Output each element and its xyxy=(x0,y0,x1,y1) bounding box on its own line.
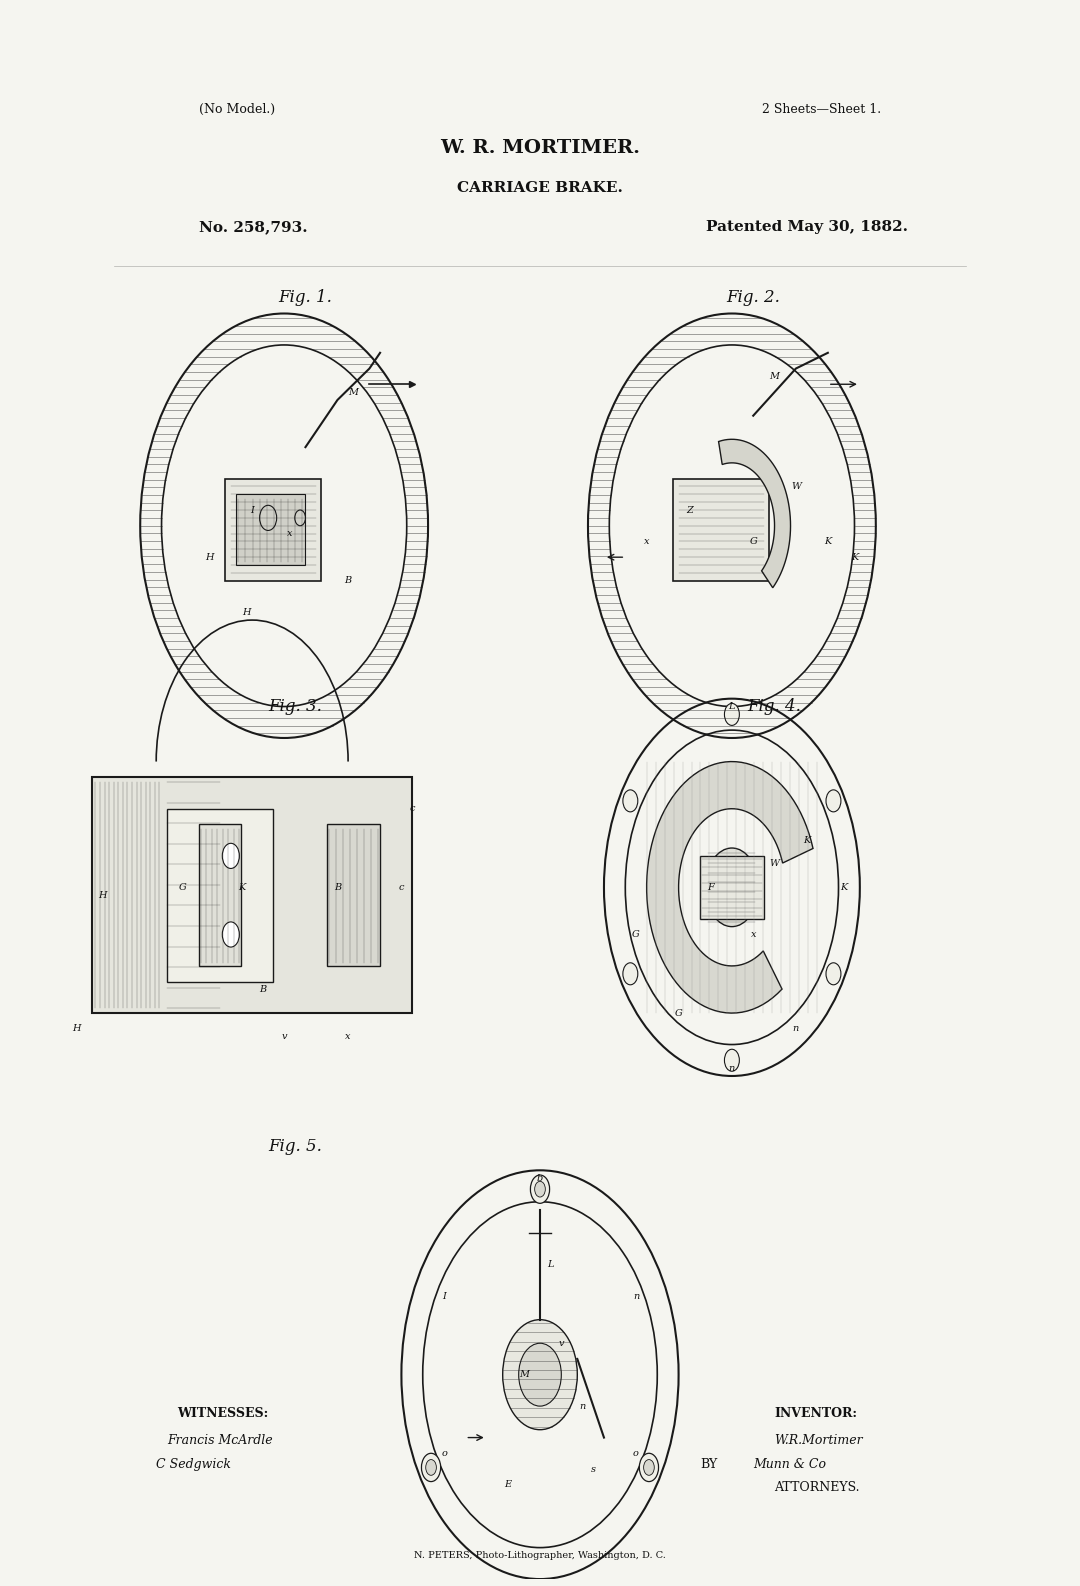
Text: C Sedgwick: C Sedgwick xyxy=(157,1458,231,1470)
Circle shape xyxy=(725,1050,740,1071)
Text: B: B xyxy=(345,576,352,585)
Circle shape xyxy=(222,921,240,947)
Text: Fig. 5.: Fig. 5. xyxy=(268,1139,322,1155)
Text: x: x xyxy=(346,1032,351,1040)
Circle shape xyxy=(826,790,841,812)
Text: G: G xyxy=(179,883,187,891)
Text: W: W xyxy=(791,482,801,492)
Text: BY: BY xyxy=(700,1458,717,1470)
Text: x: x xyxy=(286,530,293,538)
Text: n: n xyxy=(580,1402,585,1410)
Text: (No Model.): (No Model.) xyxy=(199,103,275,116)
Text: INVENTOR:: INVENTOR: xyxy=(774,1407,858,1421)
Circle shape xyxy=(502,1320,578,1429)
Text: Fig. 4.: Fig. 4. xyxy=(747,698,801,715)
Text: s: s xyxy=(591,1464,596,1473)
Text: o: o xyxy=(441,1448,447,1458)
Circle shape xyxy=(725,703,740,725)
Text: M: M xyxy=(770,371,780,381)
Text: H: H xyxy=(72,1025,81,1034)
Text: G: G xyxy=(632,929,639,939)
Text: n: n xyxy=(633,1291,639,1301)
Text: v: v xyxy=(558,1339,564,1348)
Text: I: I xyxy=(251,506,254,514)
Text: Patented May 30, 1882.: Patented May 30, 1882. xyxy=(705,220,907,235)
Text: B: B xyxy=(334,883,341,891)
Text: I: I xyxy=(442,1291,446,1301)
Text: v: v xyxy=(282,1032,287,1040)
Circle shape xyxy=(623,963,638,985)
Text: K: K xyxy=(851,552,859,561)
Circle shape xyxy=(639,1453,659,1481)
Text: Fig. 2.: Fig. 2. xyxy=(726,289,780,306)
Bar xyxy=(700,856,764,918)
Text: No. 258,793.: No. 258,793. xyxy=(199,220,308,235)
Text: Fig. 3.: Fig. 3. xyxy=(268,698,322,715)
Bar xyxy=(92,777,413,1013)
Text: W. R. MORTIMER.: W. R. MORTIMER. xyxy=(440,140,640,157)
Text: o: o xyxy=(633,1448,639,1458)
Text: K: K xyxy=(824,538,832,546)
Text: E: E xyxy=(504,1480,512,1489)
Text: L: L xyxy=(729,703,735,711)
Text: Fig. 1.: Fig. 1. xyxy=(279,289,333,306)
Text: M: M xyxy=(519,1370,529,1380)
Polygon shape xyxy=(718,439,791,588)
Text: x: x xyxy=(751,929,756,939)
Text: H: H xyxy=(243,607,251,617)
Text: b: b xyxy=(537,1174,543,1183)
Text: K: K xyxy=(840,883,848,891)
Circle shape xyxy=(535,1182,545,1197)
Text: 2 Sheets—Sheet 1.: 2 Sheets—Sheet 1. xyxy=(762,103,881,116)
Circle shape xyxy=(518,1343,562,1407)
Circle shape xyxy=(826,963,841,985)
Bar xyxy=(327,825,380,966)
Circle shape xyxy=(623,790,638,812)
Text: G: G xyxy=(675,1009,683,1018)
Text: G: G xyxy=(750,538,757,546)
Text: c: c xyxy=(399,883,404,891)
Text: N. PETERS, Photo-Lithographer, Washington, D. C.: N. PETERS, Photo-Lithographer, Washingto… xyxy=(414,1551,666,1561)
Circle shape xyxy=(644,1459,654,1475)
Text: Munn & Co: Munn & Co xyxy=(753,1458,826,1470)
Text: B: B xyxy=(259,985,267,994)
Text: Z: Z xyxy=(686,506,692,514)
Bar xyxy=(167,809,273,982)
Text: K: K xyxy=(802,836,810,845)
Circle shape xyxy=(426,1459,436,1475)
Text: W: W xyxy=(770,860,780,868)
Bar xyxy=(673,479,769,580)
Polygon shape xyxy=(647,761,813,1013)
Circle shape xyxy=(222,844,240,869)
Text: F: F xyxy=(707,883,714,891)
Text: WITNESSES:: WITNESSES: xyxy=(177,1407,269,1421)
Circle shape xyxy=(705,849,758,926)
Text: c: c xyxy=(409,804,415,814)
Text: Francis McArdle: Francis McArdle xyxy=(167,1434,272,1446)
Text: n: n xyxy=(729,1064,735,1072)
Circle shape xyxy=(421,1453,441,1481)
Text: x: x xyxy=(644,538,649,546)
Bar xyxy=(226,479,322,580)
Text: ATTORNEYS.: ATTORNEYS. xyxy=(774,1481,860,1494)
Text: W.R.Mortimer: W.R.Mortimer xyxy=(774,1434,863,1446)
Text: CARRIAGE BRAKE.: CARRIAGE BRAKE. xyxy=(457,181,623,195)
Circle shape xyxy=(530,1175,550,1204)
Text: K: K xyxy=(238,883,245,891)
Bar xyxy=(199,825,242,966)
Text: M: M xyxy=(349,387,359,396)
Text: L: L xyxy=(548,1261,554,1269)
Bar xyxy=(237,495,306,565)
Text: n: n xyxy=(793,1025,799,1034)
Text: H: H xyxy=(98,891,107,899)
Text: H: H xyxy=(205,552,214,561)
